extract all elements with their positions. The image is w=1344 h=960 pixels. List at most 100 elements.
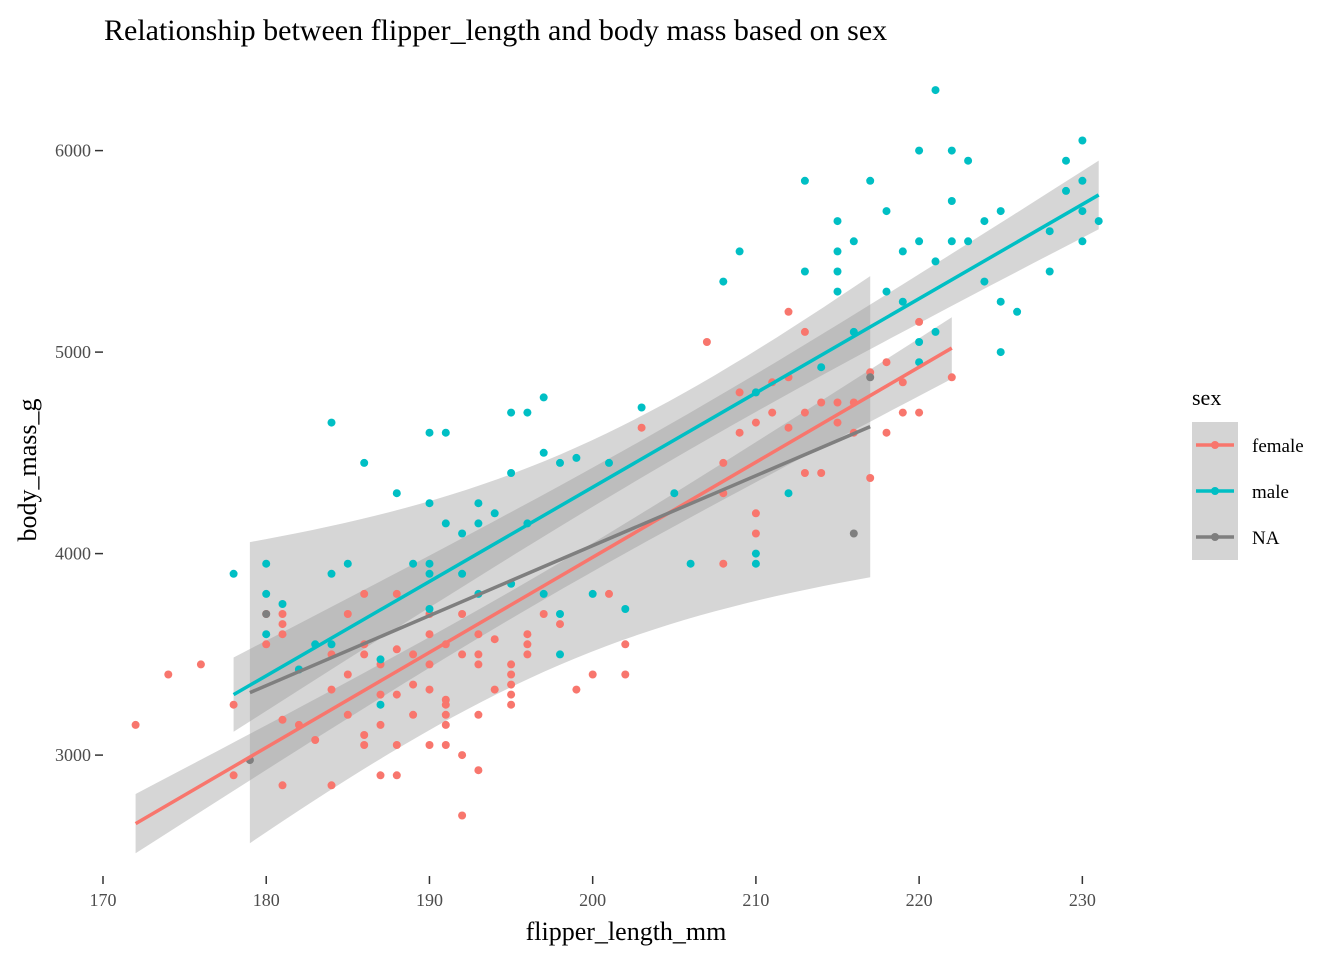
point-female-63 (507, 680, 516, 689)
point-male-37 (556, 650, 564, 659)
point-female-67 (523, 650, 532, 659)
point-male-57 (833, 217, 842, 226)
point-male-68 (915, 338, 924, 346)
fit-lines (134, 193, 1100, 826)
point-female-3 (229, 700, 238, 709)
point-male-47 (719, 277, 728, 286)
point-male-10 (343, 559, 352, 568)
point-female-7 (278, 781, 287, 790)
point-female-47 (441, 720, 450, 729)
point-female-92 (800, 469, 809, 477)
point-male-66 (898, 247, 907, 256)
point-male-11 (360, 458, 369, 467)
point-female-85 (751, 509, 760, 518)
point-female-107 (915, 317, 924, 326)
point-female-19 (343, 610, 352, 618)
point-male-78 (964, 156, 973, 165)
point-male-42 (605, 458, 613, 467)
point-female-108 (947, 373, 956, 382)
point-female-51 (458, 650, 467, 659)
chart-title: Relationship between flipper_length and … (104, 14, 887, 47)
point-female-104 (898, 378, 907, 387)
point-male-71 (931, 257, 940, 266)
point-male-46 (686, 559, 695, 568)
point-male-74 (947, 237, 956, 246)
x-tick-label-220: 220 (906, 890, 933, 910)
point-female-90 (784, 423, 793, 432)
point-female-22 (360, 741, 369, 749)
point-male-39 (556, 610, 564, 618)
point-female-95 (817, 469, 826, 477)
point-male-12 (376, 700, 385, 709)
point-female-33 (392, 645, 401, 654)
point-male-84 (1013, 307, 1022, 316)
point-female-96 (833, 398, 842, 407)
point-male-13 (376, 655, 385, 664)
point-male-63 (882, 287, 891, 296)
point-female-46 (441, 695, 450, 704)
point-male-58 (833, 247, 842, 256)
point-male-30 (507, 408, 516, 417)
point-male-51 (751, 559, 760, 568)
point-male-50 (751, 549, 760, 558)
point-male-91 (1078, 207, 1087, 216)
point-female-32 (392, 690, 401, 699)
point-male-81 (996, 297, 1005, 306)
point-male-24 (458, 529, 467, 538)
point-male-44 (637, 403, 646, 412)
point-male-79 (980, 217, 989, 226)
point-male-29 (507, 469, 516, 477)
point-male-88 (1062, 156, 1070, 165)
point-female-31 (392, 741, 401, 749)
x-tick-label-190: 190 (416, 890, 443, 910)
x-tick-label-210: 210 (742, 890, 769, 910)
legend-label-female: female (1252, 436, 1304, 457)
point-female-10 (278, 610, 287, 618)
point-male-22 (441, 428, 450, 437)
point-female-80 (735, 428, 744, 437)
point-female-50 (458, 751, 467, 760)
point-na-1 (262, 610, 271, 618)
point-male-48 (735, 247, 744, 256)
point-female-68 (539, 610, 548, 618)
point-male-0 (229, 569, 238, 578)
point-female-73 (621, 640, 630, 649)
point-female-93 (800, 327, 809, 336)
point-male-23 (458, 569, 467, 578)
point-male-20 (425, 605, 434, 613)
point-male-55 (817, 363, 826, 372)
axes: 170 180 190 200 210 220 230 3000 4000 5000 6000 (55, 141, 1096, 910)
point-female-75 (637, 423, 646, 432)
legend-title: sex (1192, 385, 1221, 410)
point-male-45 (670, 489, 679, 498)
point-female-16 (327, 685, 336, 694)
point-male-80 (980, 277, 989, 286)
y-tick-label-4000: 4000 (55, 544, 91, 564)
point-male-76 (947, 197, 956, 205)
point-female-52 (458, 610, 467, 618)
point-male-17 (425, 569, 434, 578)
point-male-36 (539, 393, 548, 402)
point-male-16 (425, 559, 434, 568)
point-na-3 (866, 373, 875, 382)
point-female-57 (474, 660, 483, 669)
point-female-41 (425, 630, 434, 639)
legend-label-na: NA (1252, 528, 1280, 549)
point-male-41 (588, 589, 597, 598)
point-female-64 (507, 670, 516, 679)
point-male-65 (898, 297, 907, 306)
point-female-18 (343, 670, 352, 679)
point-male-27 (474, 519, 483, 528)
x-axis-title: flipper_length_mm (526, 917, 727, 946)
point-male-89 (1078, 176, 1087, 185)
y-tick-label-3000: 3000 (55, 745, 91, 765)
point-female-58 (490, 685, 499, 694)
point-female-91 (800, 408, 809, 417)
legend-key-point-na (1211, 533, 1219, 541)
x-tick-label-170: 170 (90, 890, 117, 910)
point-male-87 (1062, 186, 1070, 195)
legend-label-male: male (1252, 482, 1289, 503)
point-female-44 (441, 710, 450, 719)
point-male-83 (996, 207, 1005, 216)
point-female-8 (278, 630, 287, 639)
